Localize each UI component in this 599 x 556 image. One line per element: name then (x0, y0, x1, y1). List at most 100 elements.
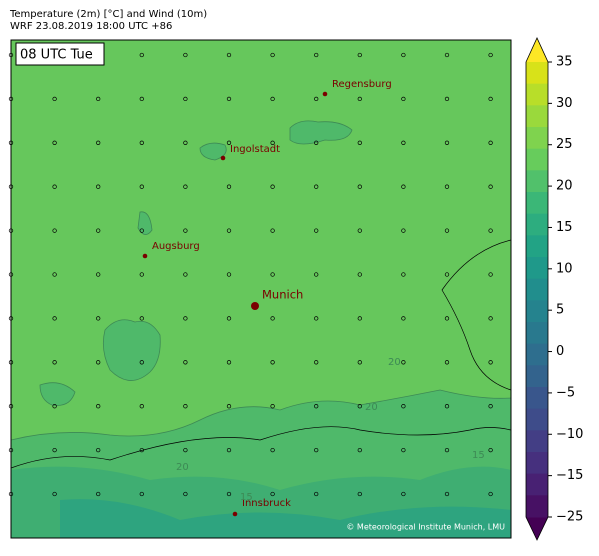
colorbar-tick-label: 25 (556, 137, 573, 152)
colorbar-band (526, 192, 548, 215)
copyright: © Meteorological Institute Munich, LMU (346, 523, 505, 532)
station (357, 184, 362, 189)
city-label: Ingolstadt (230, 144, 280, 155)
colorbar-tick-label: 30 (556, 96, 573, 111)
city-dot (142, 253, 148, 259)
station (401, 228, 406, 233)
station (357, 52, 362, 58)
colorbar-band (526, 387, 548, 410)
contour-label: 20 (176, 462, 189, 473)
colorbar-band (526, 473, 548, 496)
station (139, 272, 144, 277)
station (139, 404, 144, 409)
colorbar-band (526, 322, 548, 345)
station (401, 404, 406, 409)
station (96, 228, 101, 233)
station (139, 316, 144, 321)
station (270, 272, 275, 277)
station (52, 228, 57, 233)
station (270, 140, 275, 145)
colorbar-band (526, 127, 548, 150)
colorbar-extend (526, 38, 548, 62)
station (314, 316, 319, 321)
station (444, 404, 450, 409)
station (52, 96, 57, 102)
station (444, 140, 450, 145)
station (314, 272, 319, 277)
station (183, 491, 188, 497)
station (226, 272, 232, 277)
station (52, 404, 57, 409)
station (270, 228, 275, 233)
station (357, 404, 362, 409)
station (96, 96, 101, 102)
colorbar-band (526, 170, 548, 193)
station (444, 96, 450, 102)
cities: Regensburg Ingolstadt Augsburg Munich In… (142, 79, 392, 517)
station (52, 491, 57, 497)
station (96, 184, 101, 189)
station (314, 228, 319, 233)
station (488, 52, 493, 58)
colorbar-band (526, 213, 548, 236)
station (139, 360, 144, 365)
station (314, 404, 319, 409)
station (183, 96, 188, 102)
city-label: Munich (262, 288, 303, 302)
station (52, 360, 57, 365)
colorbar-band (526, 235, 548, 258)
station (226, 140, 232, 145)
station (226, 316, 232, 321)
station (139, 52, 144, 58)
station (401, 52, 406, 58)
station (183, 228, 188, 233)
station (401, 360, 406, 365)
station (183, 272, 188, 277)
colorbar-band (526, 300, 548, 323)
station (444, 491, 450, 497)
contour-label: 20 (388, 357, 401, 368)
station (270, 447, 275, 453)
station (96, 447, 101, 453)
station (226, 491, 232, 497)
city-dot (251, 302, 259, 310)
city-dot (322, 91, 328, 97)
colorbar-tick-label: 35 (556, 55, 573, 70)
subtitle: WRF 23.08.2019 18:00 UTC +86 (10, 21, 172, 32)
station (488, 404, 493, 409)
station (444, 52, 450, 58)
terrain (60, 499, 511, 538)
station (314, 140, 319, 145)
station (139, 447, 144, 453)
station (226, 96, 232, 102)
colorbar-tick-label: 10 (556, 261, 573, 276)
colorbar-tick-label: 20 (556, 179, 573, 194)
station (488, 272, 493, 277)
station (488, 140, 493, 145)
contour-label: 15 (240, 492, 253, 503)
station (226, 184, 232, 189)
colorbar-band (526, 495, 548, 518)
station (183, 360, 188, 365)
station (226, 404, 232, 409)
city-label: Regensburg (332, 79, 392, 90)
station (183, 184, 188, 189)
station (270, 491, 275, 497)
station (96, 272, 101, 277)
station (488, 447, 493, 453)
contour-labels: 20 20 20 15 15 (176, 357, 485, 503)
station (488, 96, 493, 102)
station (444, 316, 450, 321)
city-dot (232, 511, 238, 517)
station (52, 316, 57, 321)
station (488, 228, 493, 233)
title: Temperature (2m) [°C] and Wind (10m) (9, 9, 207, 20)
station (96, 140, 101, 145)
station (183, 447, 188, 453)
station (357, 140, 362, 145)
station (52, 272, 57, 277)
station (357, 447, 362, 453)
colorbar-tick-label: −25 (556, 510, 583, 525)
station (444, 447, 450, 453)
station (270, 316, 275, 321)
